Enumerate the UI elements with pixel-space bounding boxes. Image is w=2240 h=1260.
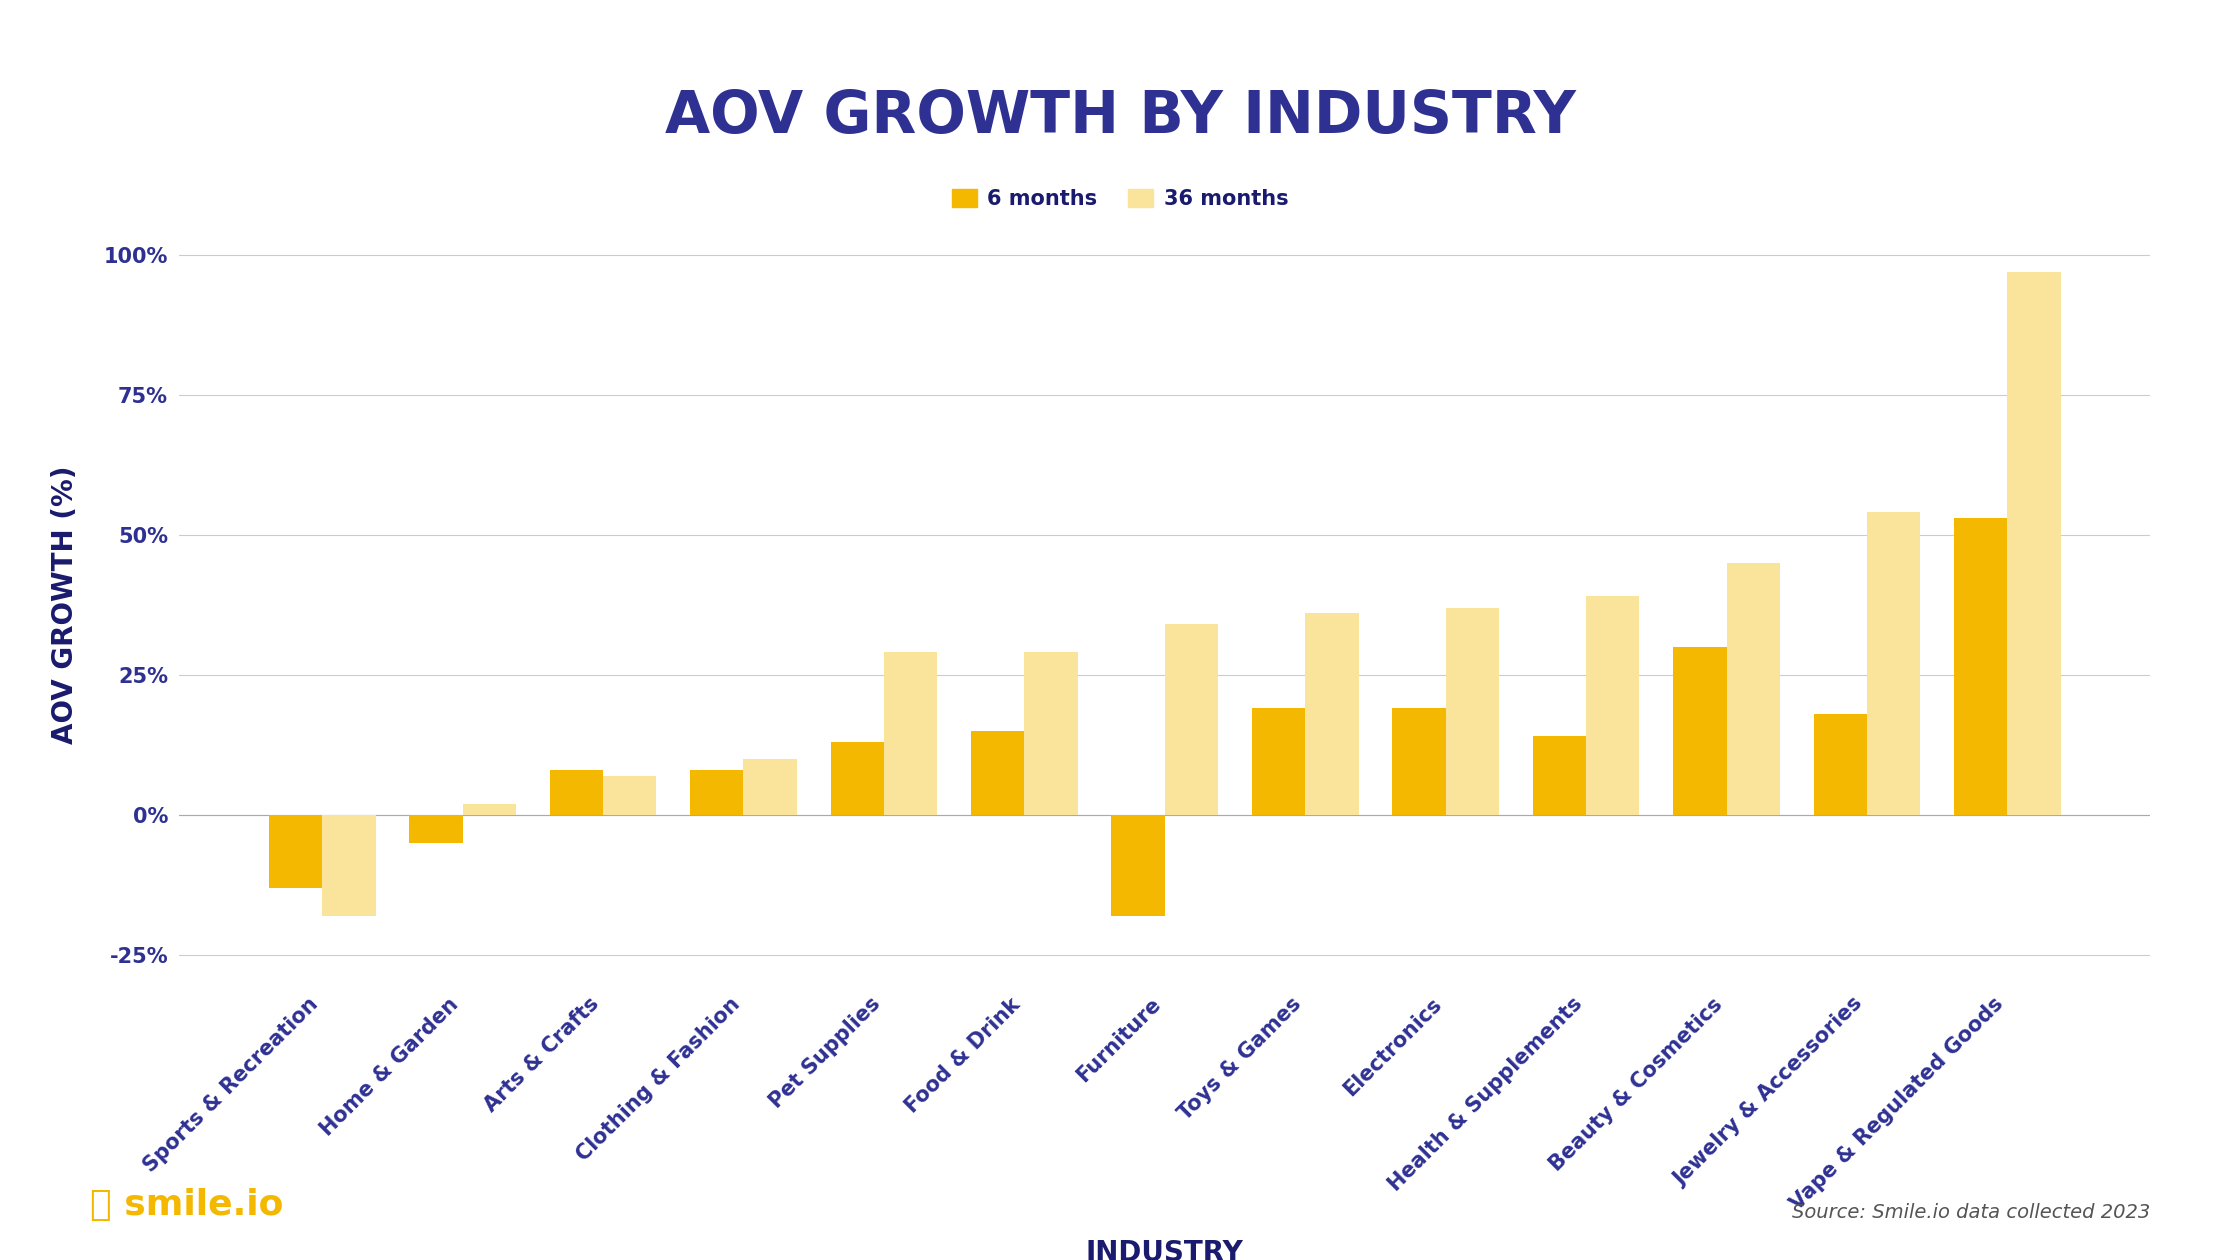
Bar xyxy=(603,776,656,815)
Bar xyxy=(269,815,323,887)
Bar xyxy=(1252,708,1306,815)
X-axis label: INDUSTRY: INDUSTRY xyxy=(1086,1240,1243,1260)
Bar xyxy=(464,804,515,815)
Text: Source: Smile.io data collected 2023: Source: Smile.io data collected 2023 xyxy=(1792,1203,2150,1222)
Text: AOV GROWTH BY INDUSTRY: AOV GROWTH BY INDUSTRY xyxy=(665,88,1575,145)
Bar xyxy=(1393,708,1445,815)
Bar xyxy=(549,770,603,815)
Bar xyxy=(1814,714,1866,815)
Bar xyxy=(1306,614,1360,815)
Legend: 6 months, 36 months: 6 months, 36 months xyxy=(943,180,1297,218)
Bar xyxy=(885,653,936,815)
Bar xyxy=(1953,518,2007,815)
Text: ⌣ smile.io: ⌣ smile.io xyxy=(90,1188,282,1222)
Bar xyxy=(744,759,797,815)
Bar xyxy=(1586,596,1640,815)
Bar xyxy=(831,742,885,815)
Bar xyxy=(1727,563,1781,815)
Bar xyxy=(1445,607,1499,815)
Bar xyxy=(1532,736,1586,815)
Bar xyxy=(1111,815,1165,916)
Bar xyxy=(1673,646,1727,815)
Bar xyxy=(1165,625,1219,815)
Bar xyxy=(2007,272,2061,815)
Bar xyxy=(970,731,1024,815)
Bar xyxy=(690,770,744,815)
Y-axis label: AOV GROWTH (%): AOV GROWTH (%) xyxy=(52,465,78,745)
Bar xyxy=(1866,513,1920,815)
Bar xyxy=(323,815,376,916)
Bar xyxy=(1024,653,1077,815)
Bar xyxy=(410,815,464,843)
